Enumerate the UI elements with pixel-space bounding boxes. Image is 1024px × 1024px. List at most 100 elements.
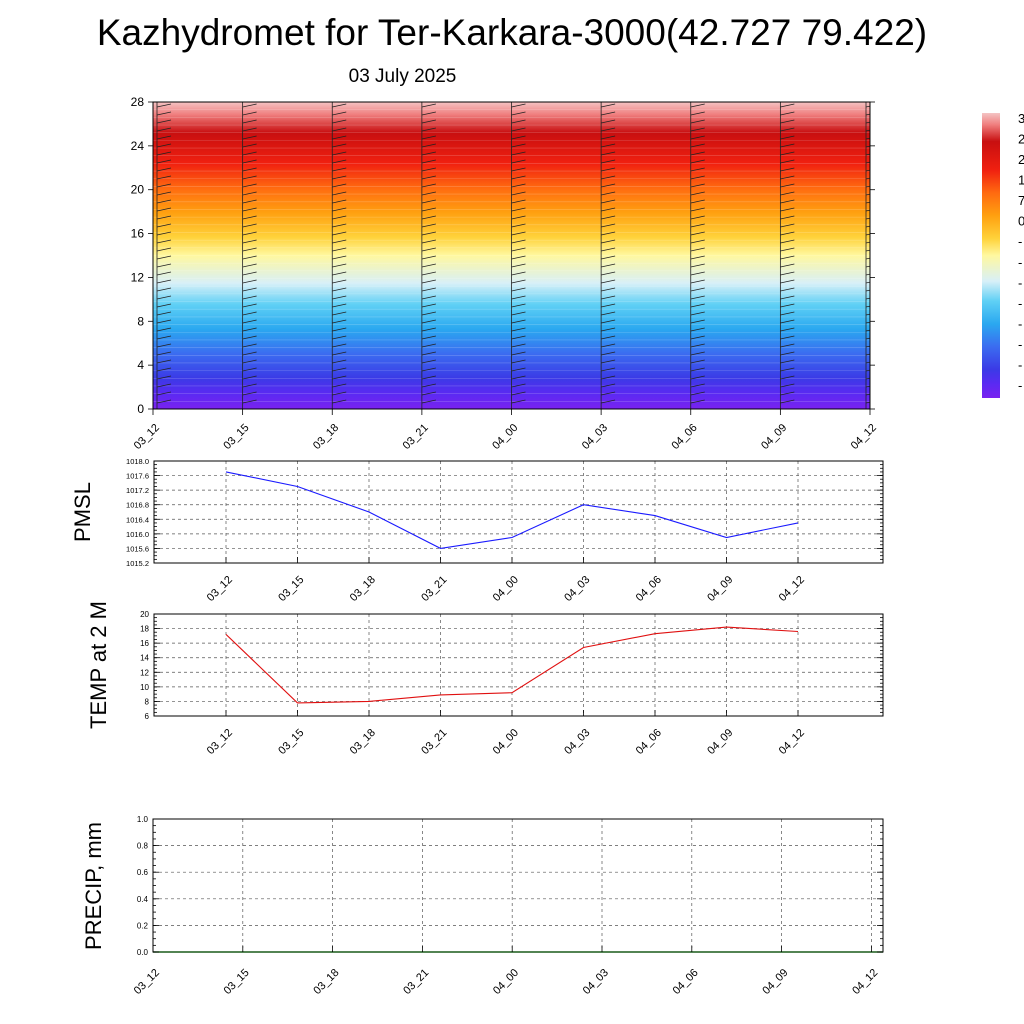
colorbar-label: -: [1018, 357, 1022, 372]
wind-barb: [156, 191, 172, 196]
wind-barb: [242, 279, 257, 284]
wind-barb: [690, 351, 705, 356]
wind-barb: [601, 231, 616, 236]
x-tick-label: 03_12: [205, 727, 235, 757]
x-tick-label: 03_21: [419, 574, 449, 604]
wind-barb: [780, 159, 795, 164]
wind-barb: [511, 343, 526, 348]
wind-barb: [690, 223, 705, 228]
wind-barb: [421, 247, 436, 252]
x-tick-label: 03_18: [311, 422, 341, 452]
wind-barb: [511, 183, 526, 188]
wind-barb: [601, 247, 616, 252]
wind-barb: [332, 191, 347, 196]
wind-barb: [865, 401, 870, 404]
x-tick-label: 03_18: [348, 574, 378, 604]
wind-barb: [780, 375, 795, 380]
wind-barb: [601, 159, 616, 164]
wind-barb: [511, 135, 526, 140]
wind-barb: [601, 199, 616, 204]
wind-barb: [156, 343, 172, 348]
x-tick-label: 04_00: [491, 574, 521, 604]
wind-barb: [511, 167, 526, 172]
x-tick-label: 04_06: [671, 967, 701, 997]
wind-barb: [601, 135, 616, 140]
wind-barb: [421, 335, 436, 340]
wind-barb: [242, 159, 257, 164]
wind-barb: [332, 119, 347, 124]
y-tick-label: 6: [145, 712, 150, 721]
wind-barb: [421, 119, 436, 124]
wind-barb: [511, 207, 526, 212]
wind-barb: [780, 279, 795, 284]
wind-barb: [421, 263, 436, 268]
wind-barb: [690, 263, 705, 268]
wind-barb: [156, 319, 172, 324]
y-tick-label: 12: [131, 270, 145, 284]
wind-barb: [865, 377, 870, 380]
wind-barb: [242, 143, 257, 148]
wind-barb: [156, 183, 172, 188]
wind-barb: [601, 367, 616, 372]
wind-barb: [242, 231, 257, 236]
y-tick-label: 1016.8: [126, 501, 149, 510]
wind-barb: [242, 287, 257, 292]
x-tick-label: 04_06: [634, 727, 664, 757]
x-tick-label: 04_03: [562, 574, 592, 604]
wind-barb: [511, 215, 526, 220]
wind-barb: [780, 319, 795, 324]
wind-barb: [865, 105, 870, 108]
wind-barb: [690, 383, 705, 388]
wind-barb: [156, 223, 172, 228]
wind-barb: [511, 287, 526, 292]
wind-barb: [332, 343, 347, 348]
wind-barb: [601, 399, 616, 404]
colorbar-fill: [982, 113, 1000, 398]
wind-barb: [511, 303, 526, 308]
wind-barb: [780, 247, 795, 252]
wind-barb: [865, 185, 870, 188]
wind-barb: [690, 207, 705, 212]
wind-barb: [865, 313, 870, 316]
wind-barb: [511, 127, 526, 132]
wind-barb: [156, 279, 172, 284]
wind-barb: [421, 231, 436, 236]
wind-barb: [242, 183, 257, 188]
x-tick-label: 03_15: [221, 422, 251, 452]
wind-barb: [511, 311, 526, 316]
wind-barb: [156, 375, 172, 380]
y-tick-label: 1017.6: [126, 472, 149, 481]
page-title: Kazhydromet for Ter-Karkara-3000(42.727 …: [96, 12, 928, 53]
temp-series-line: [225, 626, 799, 704]
x-tick-label: 03_21: [419, 727, 449, 757]
colorbar-label: 2: [1018, 152, 1024, 167]
x-tick-label: 03_21: [401, 422, 431, 452]
wind-barb: [865, 113, 870, 116]
wind-barb: [690, 303, 705, 308]
y-tick-label: 1018.0: [126, 457, 149, 466]
wind-barb: [690, 215, 705, 220]
y-tick-label: 8: [137, 314, 144, 328]
wind-barb: [421, 151, 436, 156]
wind-barb: [242, 367, 257, 372]
wind-barb: [156, 135, 172, 140]
x-tick-label: 04_06: [634, 574, 664, 604]
wind-barb: [511, 295, 526, 300]
wind-barb: [332, 151, 347, 156]
wind-barb: [332, 263, 347, 268]
wind-barb: [780, 239, 795, 244]
wind-barb: [242, 215, 257, 220]
wind-barb: [242, 135, 257, 140]
wind-barb: [156, 391, 172, 396]
wind-barb: [690, 167, 705, 172]
wind-barb: [242, 239, 257, 244]
y-tick-label: 0.0: [137, 948, 149, 957]
wind-barb: [690, 287, 705, 292]
y-tick-label: 1016.4: [126, 515, 149, 524]
wind-barb: [421, 223, 436, 228]
wind-barb: [601, 335, 616, 340]
wind-barb: [332, 319, 347, 324]
wind-barb: [865, 329, 870, 332]
wind-barb: [865, 153, 870, 156]
